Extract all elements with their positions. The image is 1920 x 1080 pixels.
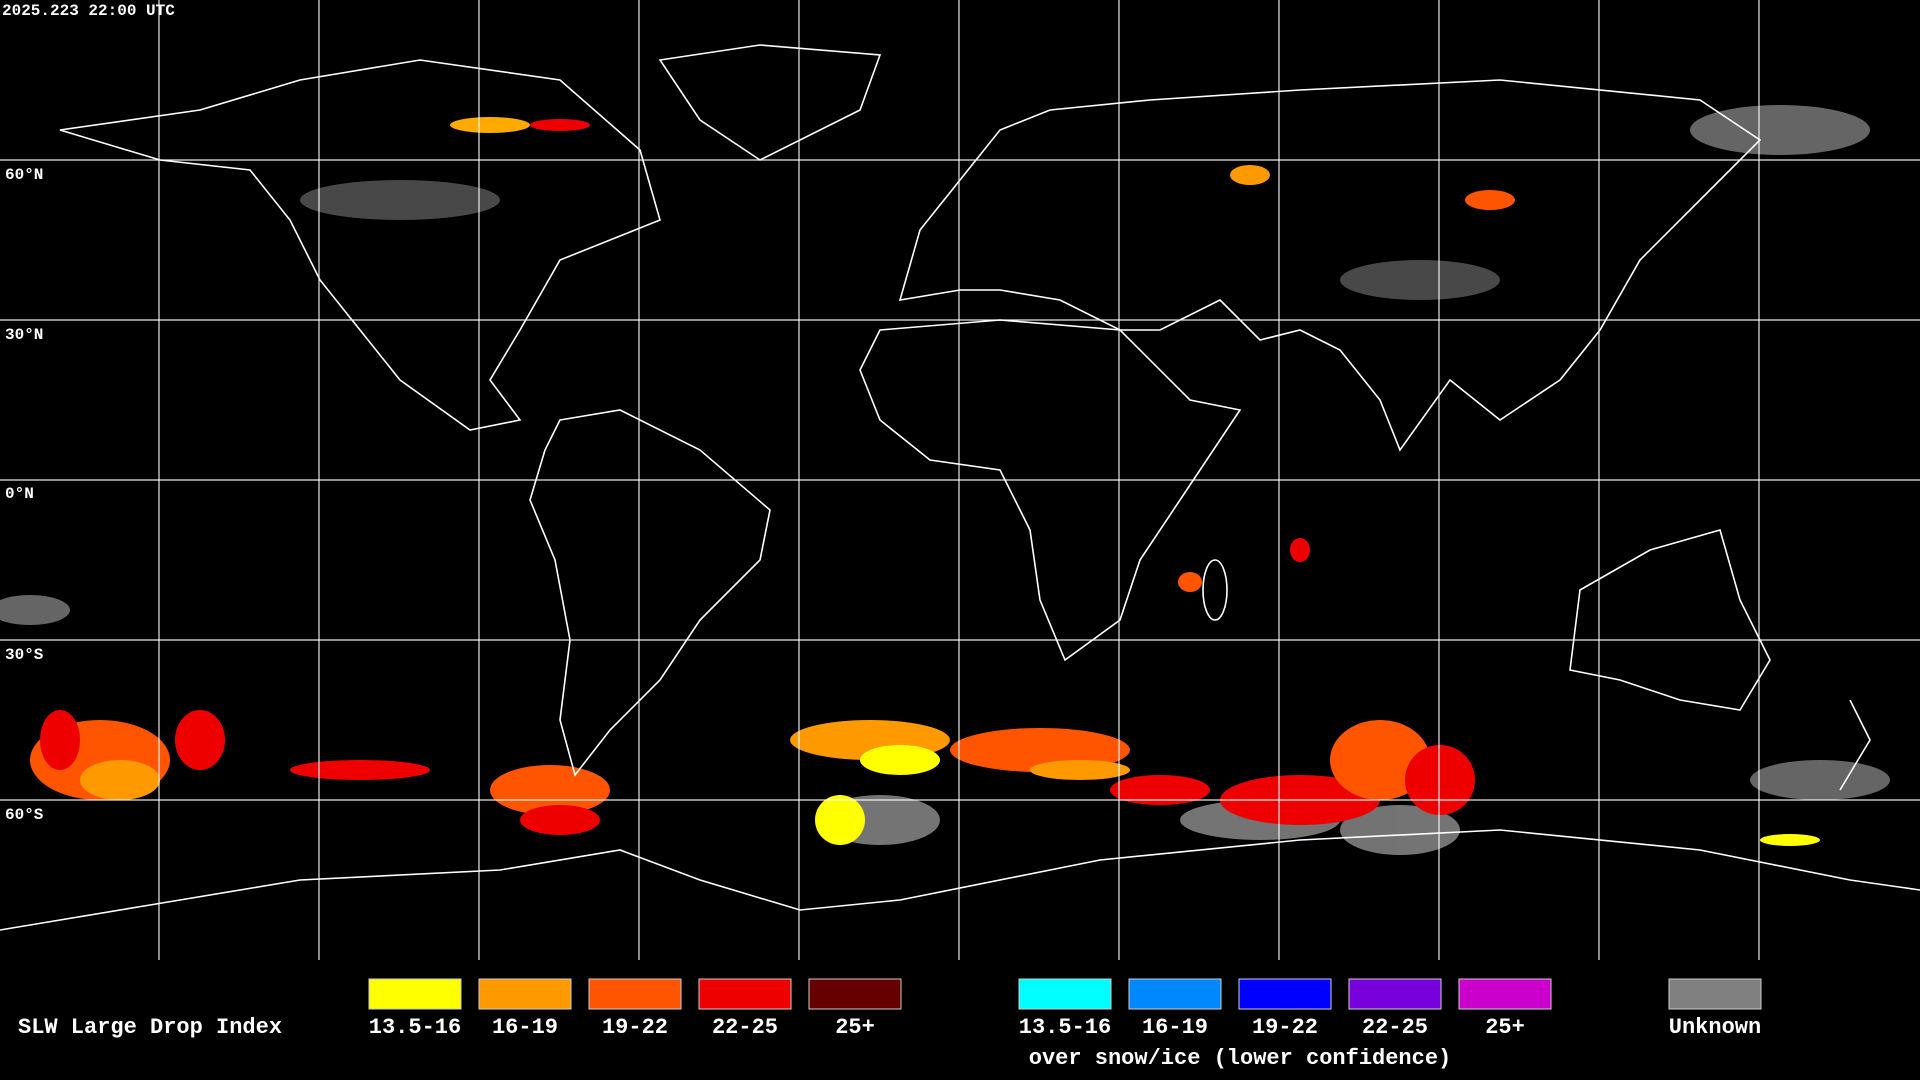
legend-label: 13.5-16 bbox=[369, 1015, 461, 1040]
legend-swatch bbox=[588, 978, 682, 1010]
timestamp: 2025.223 22:00 UTC bbox=[2, 2, 175, 20]
legend-label: 25+ bbox=[835, 1015, 875, 1040]
legend-swatch bbox=[1458, 978, 1552, 1010]
legend-swatch bbox=[1238, 978, 1332, 1010]
legend-label: 16-19 bbox=[1142, 1015, 1208, 1040]
legend-swatch bbox=[1128, 978, 1222, 1010]
legend-swatch bbox=[1018, 978, 1112, 1010]
legend-swatch bbox=[698, 978, 792, 1010]
legend-label: 22-25 bbox=[712, 1015, 778, 1040]
legend-label: 19-22 bbox=[1252, 1015, 1318, 1040]
legend-swatch bbox=[808, 978, 902, 1010]
latitude-label: 30°S bbox=[5, 646, 44, 664]
legend-swatch bbox=[1348, 978, 1442, 1010]
legend-label: 13.5-16 bbox=[1019, 1015, 1111, 1040]
precipitation-field bbox=[30, 117, 1820, 846]
legend-label: 16-19 bbox=[492, 1015, 558, 1040]
legend-label: 25+ bbox=[1485, 1015, 1525, 1040]
legend-label: Unknown bbox=[1669, 1015, 1761, 1040]
latitude-label: 30°N bbox=[5, 326, 43, 344]
legend-swatch bbox=[368, 978, 462, 1010]
latitude-label: 60°N bbox=[5, 166, 43, 184]
legend-label: 19-22 bbox=[602, 1015, 668, 1040]
latitude-label: 0°N bbox=[5, 485, 34, 503]
legend-panel bbox=[0, 960, 1920, 1080]
legend-label: 22-25 bbox=[1362, 1015, 1428, 1040]
legend-swatch bbox=[478, 978, 572, 1010]
latitude-label: 60°S bbox=[5, 806, 44, 824]
legend-note: over snow/ice (lower confidence) bbox=[1029, 1046, 1451, 1071]
coastlines bbox=[0, 44, 1920, 931]
graticule bbox=[0, 0, 1920, 960]
legend-swatch bbox=[1668, 978, 1762, 1010]
legend-title: SLW Large Drop Index bbox=[18, 1015, 282, 1040]
